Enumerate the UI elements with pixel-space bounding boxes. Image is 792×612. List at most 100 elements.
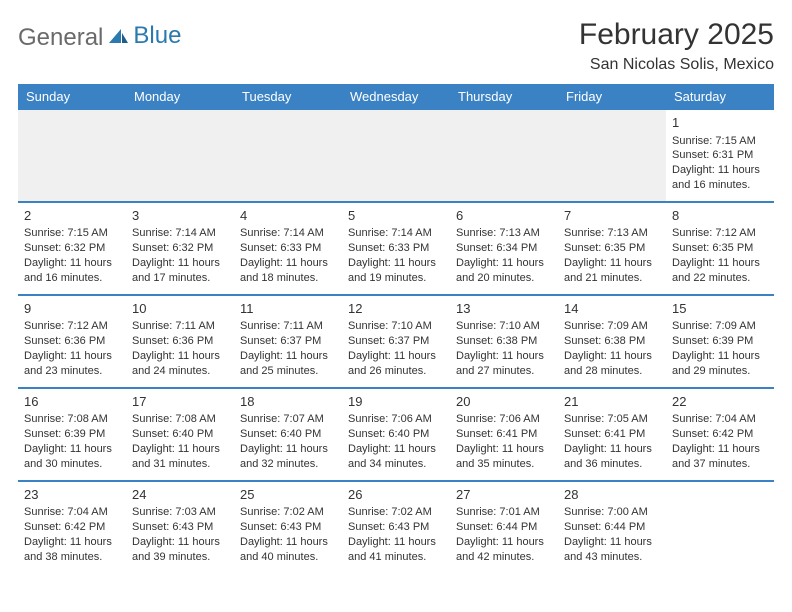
calendar-page: General Blue February 2025 San Nicolas S… xyxy=(0,0,792,585)
calendar-cell: 18Sunrise: 7:07 AMSunset: 6:40 PMDayligh… xyxy=(234,388,342,481)
sunrise-line: Sunrise: 7:15 AM xyxy=(672,134,768,149)
day-number: 26 xyxy=(348,486,444,504)
sunrise-line: Sunrise: 7:07 AM xyxy=(240,412,336,427)
sunset-line: Sunset: 6:38 PM xyxy=(564,334,660,349)
sunset-line: Sunset: 6:34 PM xyxy=(456,241,552,256)
calendar-cell xyxy=(126,110,234,202)
calendar-cell xyxy=(18,110,126,202)
daylight-line: Daylight: 11 hours and 36 minutes. xyxy=(564,442,660,472)
sunset-line: Sunset: 6:40 PM xyxy=(132,427,228,442)
daylight-line: Daylight: 11 hours and 27 minutes. xyxy=(456,349,552,379)
sunset-line: Sunset: 6:43 PM xyxy=(240,520,336,535)
day-number: 19 xyxy=(348,393,444,411)
calendar-cell: 12Sunrise: 7:10 AMSunset: 6:37 PMDayligh… xyxy=(342,295,450,388)
day-number: 16 xyxy=(24,393,120,411)
calendar-cell xyxy=(450,110,558,202)
sunset-line: Sunset: 6:42 PM xyxy=(672,427,768,442)
calendar-week: 23Sunrise: 7:04 AMSunset: 6:42 PMDayligh… xyxy=(18,481,774,573)
sunrise-line: Sunrise: 7:08 AM xyxy=(132,412,228,427)
daylight-line: Daylight: 11 hours and 30 minutes. xyxy=(24,442,120,472)
sunrise-line: Sunrise: 7:09 AM xyxy=(672,319,768,334)
day-number: 28 xyxy=(564,486,660,504)
title-block: February 2025 San Nicolas Solis, Mexico xyxy=(579,18,774,74)
day-number: 13 xyxy=(456,300,552,318)
daylight-line: Daylight: 11 hours and 18 minutes. xyxy=(240,256,336,286)
brand-logo: General Blue xyxy=(18,18,181,52)
calendar-cell: 26Sunrise: 7:02 AMSunset: 6:43 PMDayligh… xyxy=(342,481,450,573)
calendar-cell xyxy=(666,481,774,573)
daylight-line: Daylight: 11 hours and 22 minutes. xyxy=(672,256,768,286)
sunrise-line: Sunrise: 7:01 AM xyxy=(456,505,552,520)
daylight-line: Daylight: 11 hours and 20 minutes. xyxy=(456,256,552,286)
daylight-line: Daylight: 11 hours and 16 minutes. xyxy=(24,256,120,286)
day-header: Thursday xyxy=(450,84,558,110)
brand-word-1: General xyxy=(18,24,103,52)
daylight-line: Daylight: 11 hours and 38 minutes. xyxy=(24,535,120,565)
day-number: 18 xyxy=(240,393,336,411)
calendar-cell: 24Sunrise: 7:03 AMSunset: 6:43 PMDayligh… xyxy=(126,481,234,573)
day-number: 20 xyxy=(456,393,552,411)
sunrise-line: Sunrise: 7:02 AM xyxy=(240,505,336,520)
sunrise-line: Sunrise: 7:05 AM xyxy=(564,412,660,427)
calendar-cell: 27Sunrise: 7:01 AMSunset: 6:44 PMDayligh… xyxy=(450,481,558,573)
calendar-cell: 28Sunrise: 7:00 AMSunset: 6:44 PMDayligh… xyxy=(558,481,666,573)
calendar-cell: 10Sunrise: 7:11 AMSunset: 6:36 PMDayligh… xyxy=(126,295,234,388)
sunrise-line: Sunrise: 7:00 AM xyxy=(564,505,660,520)
calendar-cell xyxy=(558,110,666,202)
day-number: 1 xyxy=(672,114,768,132)
day-number: 10 xyxy=(132,300,228,318)
calendar-cell: 17Sunrise: 7:08 AMSunset: 6:40 PMDayligh… xyxy=(126,388,234,481)
day-number: 4 xyxy=(240,207,336,225)
day-number: 25 xyxy=(240,486,336,504)
sunset-line: Sunset: 6:33 PM xyxy=(348,241,444,256)
sunset-line: Sunset: 6:32 PM xyxy=(24,241,120,256)
calendar-cell: 16Sunrise: 7:08 AMSunset: 6:39 PMDayligh… xyxy=(18,388,126,481)
calendar-cell: 5Sunrise: 7:14 AMSunset: 6:33 PMDaylight… xyxy=(342,202,450,295)
calendar-cell xyxy=(234,110,342,202)
sunset-line: Sunset: 6:37 PM xyxy=(240,334,336,349)
daylight-line: Daylight: 11 hours and 28 minutes. xyxy=(564,349,660,379)
day-number: 3 xyxy=(132,207,228,225)
calendar-cell: 7Sunrise: 7:13 AMSunset: 6:35 PMDaylight… xyxy=(558,202,666,295)
sunrise-line: Sunrise: 7:10 AM xyxy=(456,319,552,334)
brand-word-2: Blue xyxy=(133,22,181,50)
calendar-cell: 19Sunrise: 7:06 AMSunset: 6:40 PMDayligh… xyxy=(342,388,450,481)
daylight-line: Daylight: 11 hours and 34 minutes. xyxy=(348,442,444,472)
daylight-line: Daylight: 11 hours and 29 minutes. xyxy=(672,349,768,379)
day-number: 24 xyxy=(132,486,228,504)
day-header: Wednesday xyxy=(342,84,450,110)
sunset-line: Sunset: 6:35 PM xyxy=(564,241,660,256)
calendar-week: 16Sunrise: 7:08 AMSunset: 6:39 PMDayligh… xyxy=(18,388,774,481)
day-number: 17 xyxy=(132,393,228,411)
sunrise-line: Sunrise: 7:11 AM xyxy=(132,319,228,334)
sunrise-line: Sunrise: 7:13 AM xyxy=(564,226,660,241)
day-number: 15 xyxy=(672,300,768,318)
day-number: 23 xyxy=(24,486,120,504)
calendar-cell: 1Sunrise: 7:15 AMSunset: 6:31 PMDaylight… xyxy=(666,110,774,202)
sunrise-line: Sunrise: 7:04 AM xyxy=(672,412,768,427)
day-number: 22 xyxy=(672,393,768,411)
sunrise-line: Sunrise: 7:12 AM xyxy=(24,319,120,334)
day-number: 12 xyxy=(348,300,444,318)
calendar-cell: 21Sunrise: 7:05 AMSunset: 6:41 PMDayligh… xyxy=(558,388,666,481)
day-number: 9 xyxy=(24,300,120,318)
calendar-cell: 11Sunrise: 7:11 AMSunset: 6:37 PMDayligh… xyxy=(234,295,342,388)
calendar-table: SundayMondayTuesdayWednesdayThursdayFrid… xyxy=(18,84,774,573)
daylight-line: Daylight: 11 hours and 39 minutes. xyxy=(132,535,228,565)
calendar-cell: 9Sunrise: 7:12 AMSunset: 6:36 PMDaylight… xyxy=(18,295,126,388)
sunset-line: Sunset: 6:41 PM xyxy=(456,427,552,442)
day-header: Friday xyxy=(558,84,666,110)
sunset-line: Sunset: 6:36 PM xyxy=(132,334,228,349)
calendar-cell xyxy=(342,110,450,202)
daylight-line: Daylight: 11 hours and 43 minutes. xyxy=(564,535,660,565)
sunrise-line: Sunrise: 7:09 AM xyxy=(564,319,660,334)
sunrise-line: Sunrise: 7:06 AM xyxy=(456,412,552,427)
daylight-line: Daylight: 11 hours and 35 minutes. xyxy=(456,442,552,472)
day-number: 7 xyxy=(564,207,660,225)
day-header: Monday xyxy=(126,84,234,110)
day-number: 21 xyxy=(564,393,660,411)
sunset-line: Sunset: 6:37 PM xyxy=(348,334,444,349)
calendar-body: 1Sunrise: 7:15 AMSunset: 6:31 PMDaylight… xyxy=(18,110,774,573)
sunset-line: Sunset: 6:39 PM xyxy=(24,427,120,442)
sunset-line: Sunset: 6:44 PM xyxy=(564,520,660,535)
